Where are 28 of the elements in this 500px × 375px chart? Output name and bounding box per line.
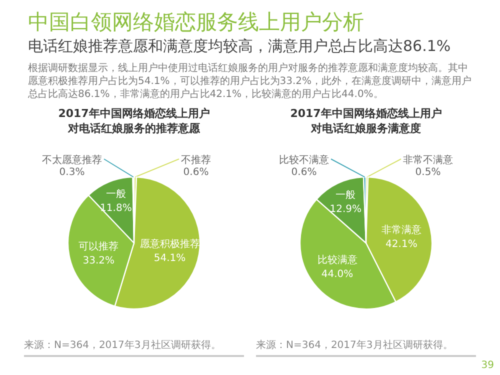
label: 0.3% xyxy=(59,167,85,178)
label: 0.5% xyxy=(415,167,441,178)
label: 0.6% xyxy=(291,167,317,178)
label: 一般 xyxy=(336,190,356,202)
label: 比较满意 xyxy=(317,255,358,266)
label: 不太愿意推荐 xyxy=(42,155,102,166)
label: 42.1% xyxy=(386,239,418,250)
label: 54.1% xyxy=(154,253,186,264)
label: 不推荐 xyxy=(181,155,211,166)
label: 非常不满意 xyxy=(403,155,453,166)
label: 12.9% xyxy=(330,204,362,216)
label: 愿意积极推荐 xyxy=(140,239,200,250)
label: 11.8% xyxy=(100,203,132,214)
label: 比较不满意 xyxy=(279,155,329,166)
title: 中国白领网络婚恋服务线上用户分析 xyxy=(28,9,364,36)
label: 非常满意 xyxy=(381,225,422,236)
annotation: 39 xyxy=(481,360,494,371)
chart-title: 2017年中国网络婚恋线上用户对电话红娘服务满意度 xyxy=(289,106,443,136)
chart-title: 2017年中国网络婚恋线上用户对电话红娘服务的推荐意愿 xyxy=(57,106,211,136)
label: 33.2% xyxy=(82,255,115,266)
annotation: 来源：N=364，2017年3月社区调研获得。 xyxy=(256,338,476,357)
label: 一般 xyxy=(106,189,126,200)
annotation: 来源：N=364，2017年3月社区调研获得。 xyxy=(24,338,244,357)
label: 可以推荐 xyxy=(78,241,119,252)
annotation: 根据调研数据显示，线上用户中使用过电话红娘服务的用户对服务的推荐意愿和满意度均较高。其中愿意积极推荐用户占比为54.1%，可以推荐的用户占比为33.2%，此外，在满意度调研中，满意用户总占比高达86.1%，非常满意的用户占比42.1%，比较满意的用户占比44.0%。 xyxy=(28,62,473,101)
label: 44.0% xyxy=(321,269,354,280)
label: 0.6% xyxy=(183,167,209,178)
subtitle: 电话红娘推荐意愿和满意度均较高，满意用户总占比高达86.1% xyxy=(28,37,451,56)
